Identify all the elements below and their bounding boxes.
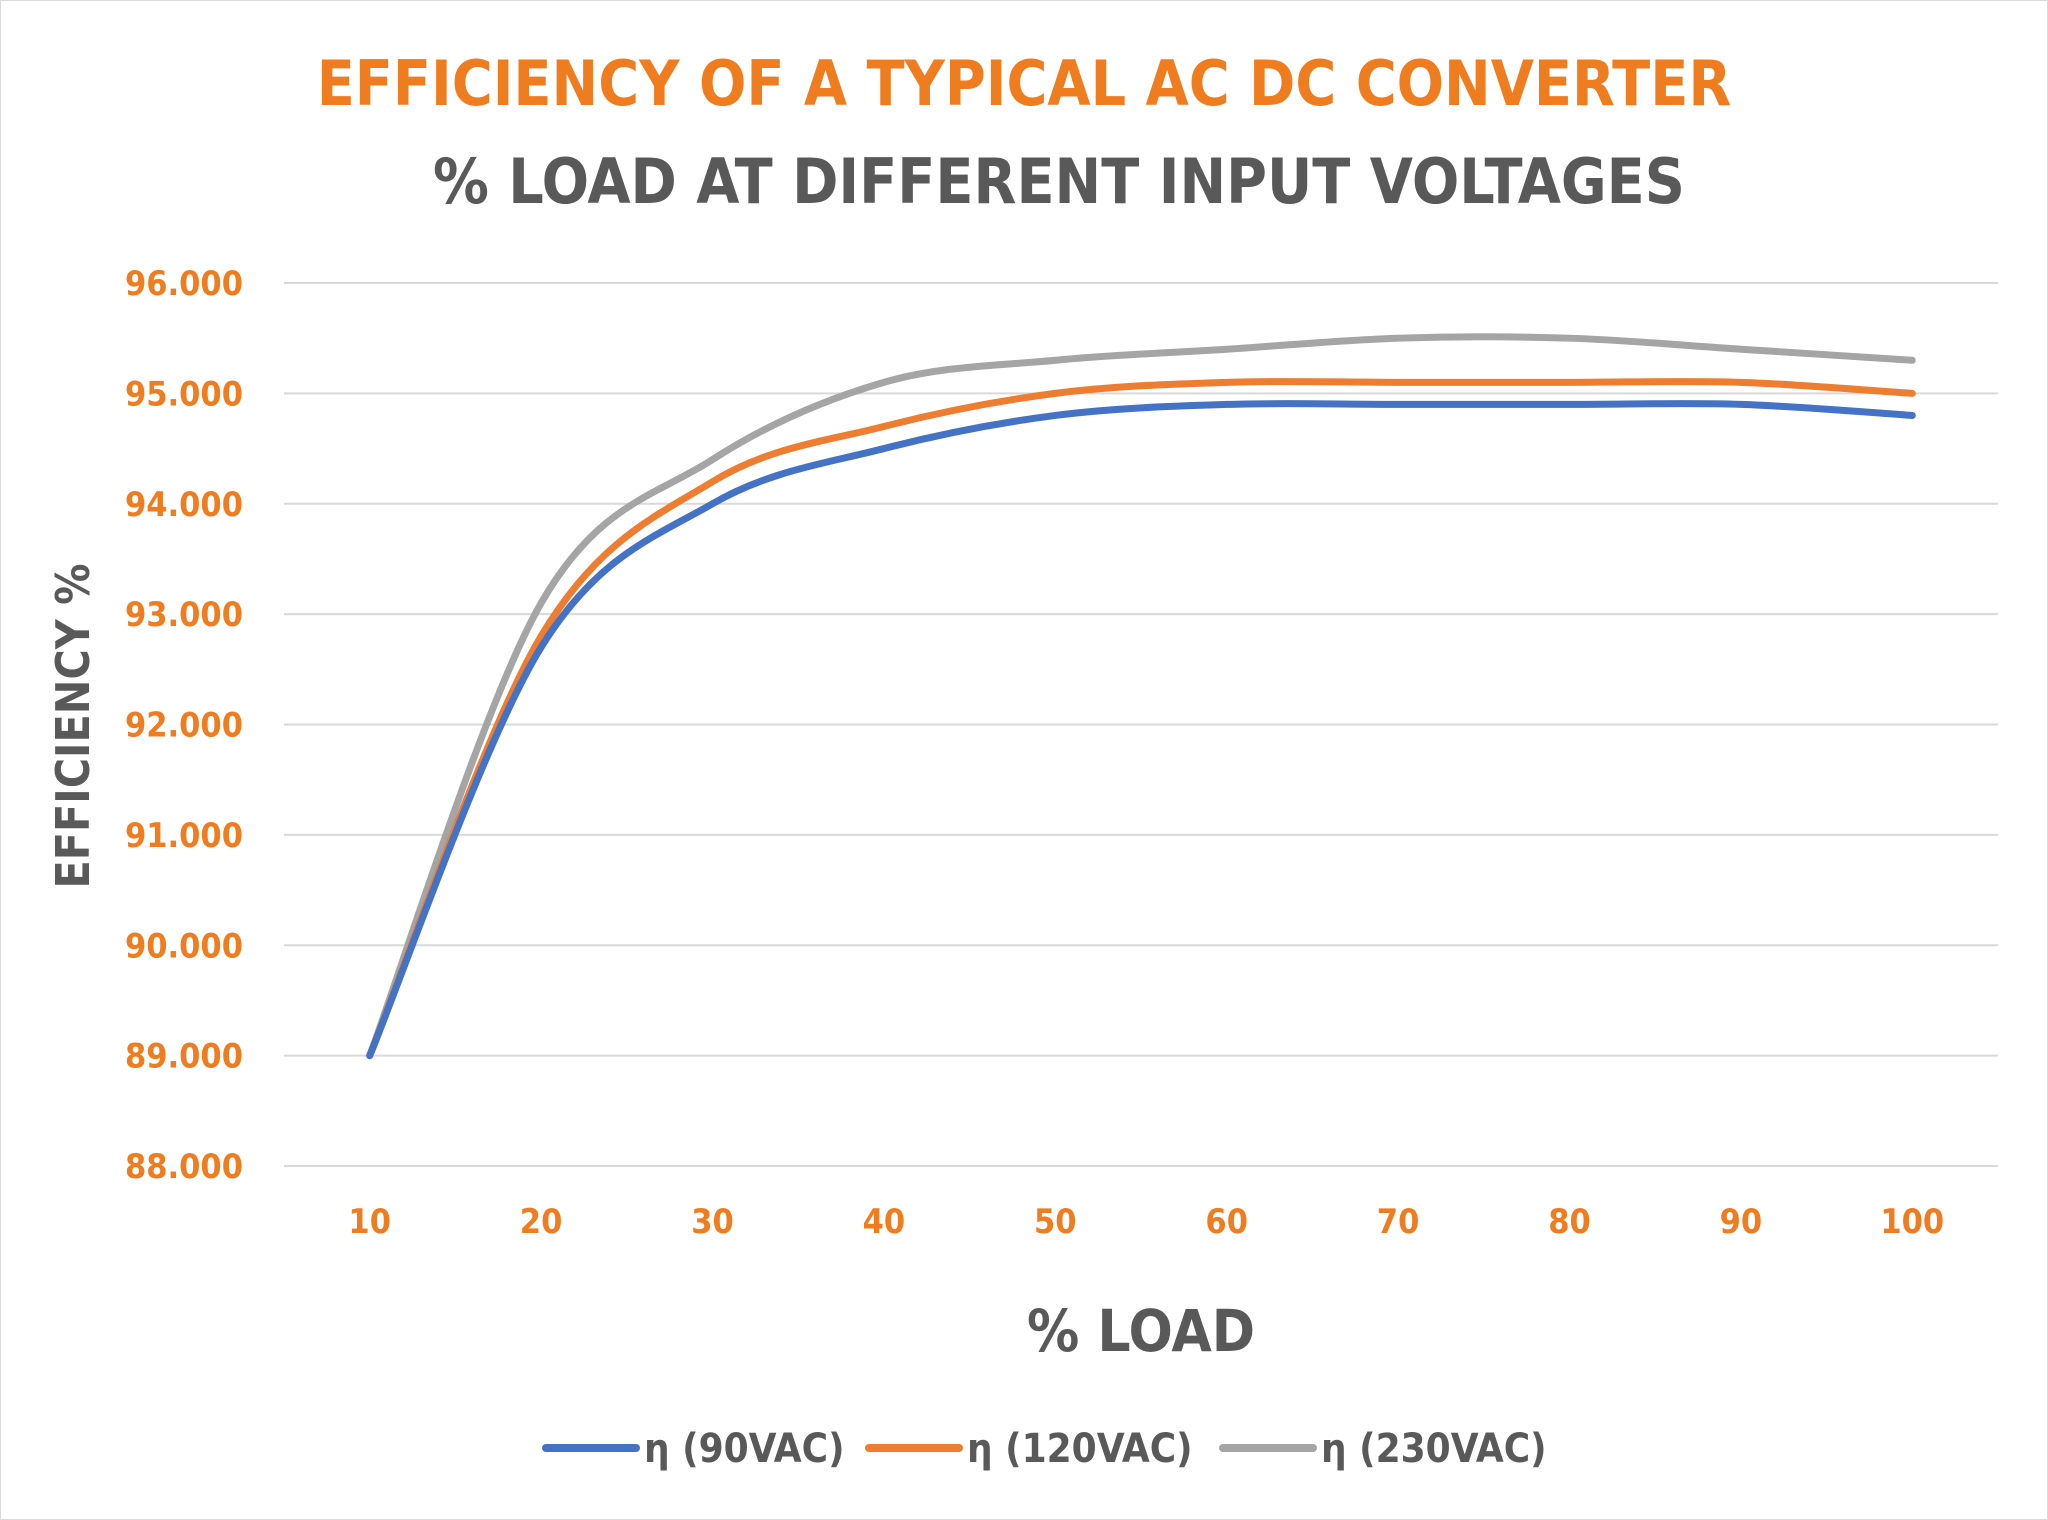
series-lines: [366, 333, 1916, 1060]
x-tick-label: 70: [1377, 1202, 1420, 1242]
x-tick-label: 10: [348, 1202, 391, 1242]
y-tick-label: 96.000: [125, 264, 243, 304]
x-tick-label: 20: [520, 1202, 563, 1242]
legend-label: η (120VAC): [967, 1426, 1193, 1472]
y-tick-label: 92.000: [125, 706, 243, 746]
x-tick-label: 100: [1880, 1202, 1944, 1242]
series-line-1: [366, 400, 1916, 1060]
legend-label: η (230VAC): [1321, 1426, 1547, 1472]
chart-subtitle: % LOAD AT DIFFERENT INPUT VOLTAGES: [433, 145, 1685, 218]
series-line-2: [366, 378, 1916, 1060]
x-tick-label: 80: [1548, 1202, 1591, 1242]
y-tick-label: 93.000: [125, 595, 243, 635]
series-line-3: [366, 333, 1916, 1060]
y-tick-label: 91.000: [125, 816, 243, 856]
x-tick-label: 50: [1034, 1202, 1077, 1242]
x-tick-label: 90: [1720, 1202, 1763, 1242]
y-tick-label: 89.000: [125, 1037, 243, 1077]
y-tick-labels: 88.000 89.000 90.000 91.000 92.000 93.000 94.0…: [125, 264, 243, 1187]
x-tick-label: 30: [691, 1202, 734, 1242]
gridlines: [284, 282, 1998, 1167]
legend: η (90VAC) η (120VAC) η (230VAC): [542, 1426, 1547, 1472]
x-tick-label: 40: [863, 1202, 906, 1242]
x-axis-title: % LOAD: [1027, 1297, 1255, 1365]
legend-label: η (90VAC): [644, 1426, 845, 1472]
y-tick-label: 90.000: [125, 926, 243, 966]
x-tick-label: 60: [1205, 1202, 1248, 1242]
chart-title: EFFICIENCY OF A TYPICAL AC DC CONVERTER: [317, 47, 1732, 120]
y-axis-title: EFFICIENCY %: [46, 563, 100, 888]
x-tick-labels: 10 20 30 40 50 60 70 80 90 100: [348, 1202, 1944, 1242]
y-tick-label: 88.000: [125, 1147, 243, 1187]
y-tick-label: 95.000: [125, 374, 243, 414]
y-tick-label: 94.000: [125, 485, 243, 525]
